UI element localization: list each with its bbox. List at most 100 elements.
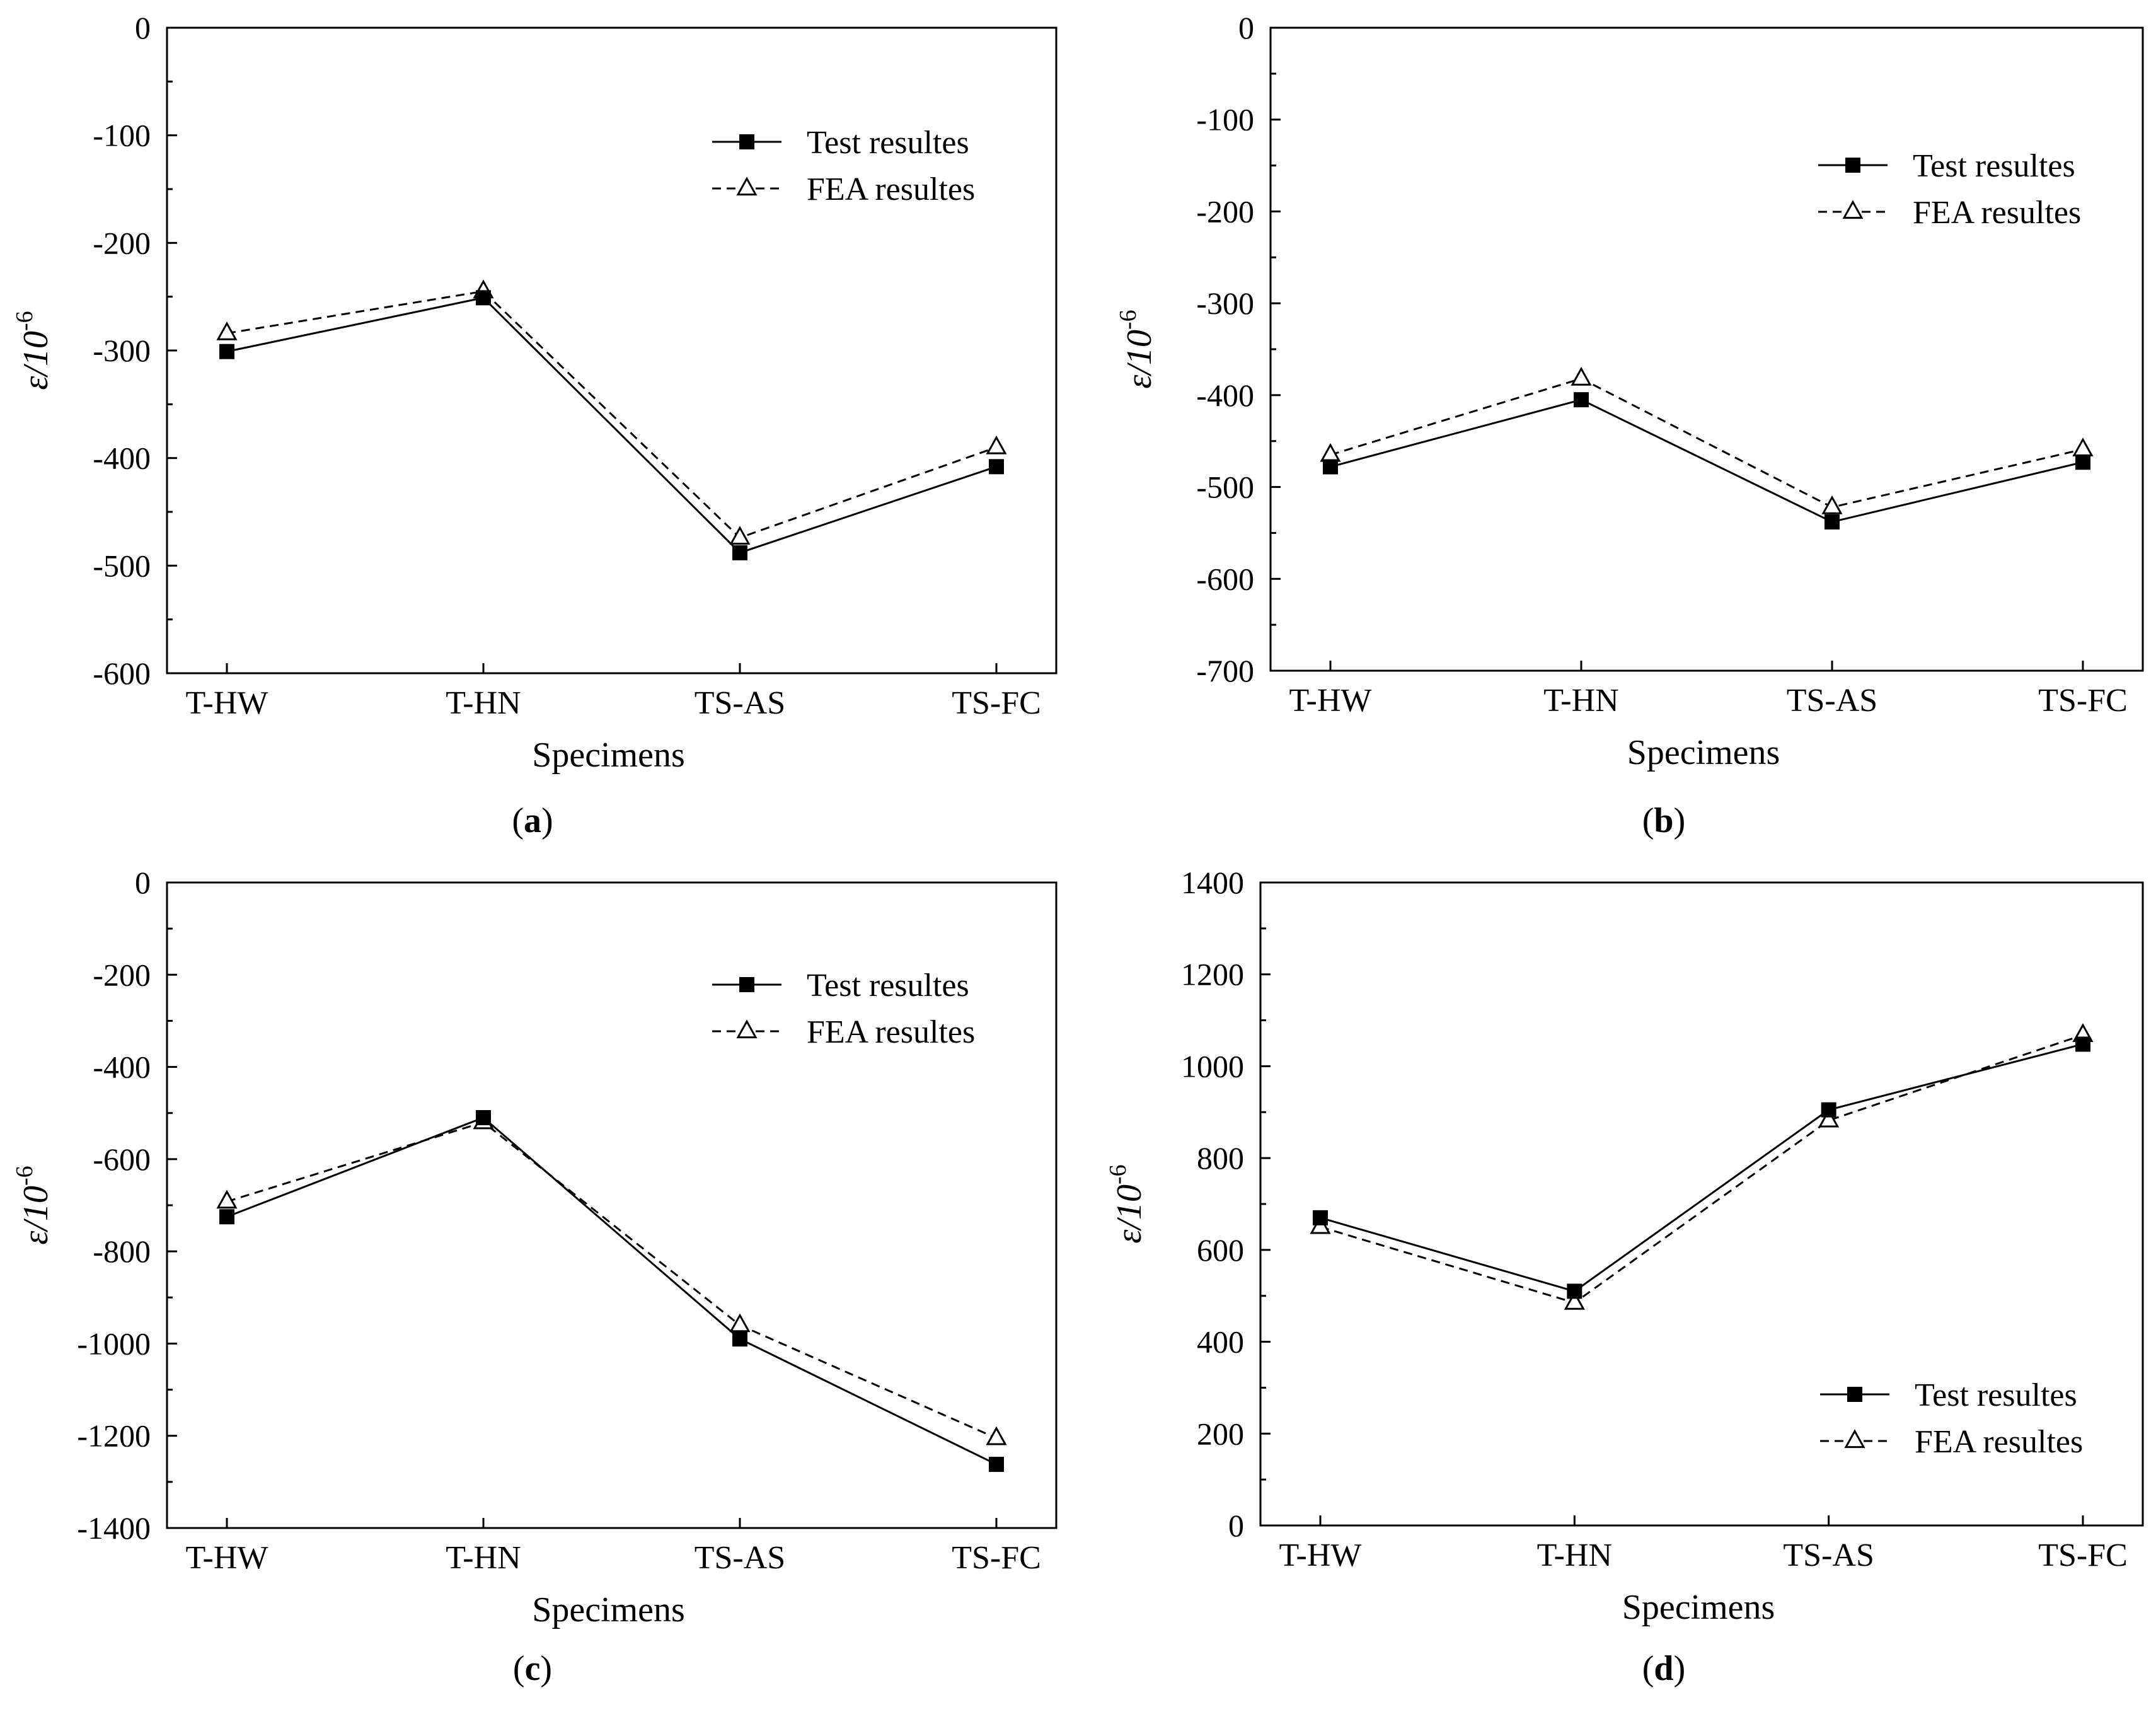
y-tick-label: -1200 xyxy=(77,1418,151,1454)
fea-point xyxy=(216,1189,238,1209)
legend-marker-test xyxy=(1847,1387,1862,1402)
caption-open-paren: ( xyxy=(513,1649,525,1688)
y-tick-label: -500 xyxy=(1196,470,1254,505)
y-axis-title-main: ε/10 xyxy=(16,1186,55,1245)
panel-caption: (d) xyxy=(1642,1649,1685,1688)
y-tick-label: 0 xyxy=(135,10,151,45)
test-point xyxy=(1313,1210,1328,1225)
test-point xyxy=(476,1110,491,1126)
y-tick-label: -100 xyxy=(1196,102,1254,137)
x-tick-label: T-HW xyxy=(1279,1537,1362,1573)
caption-letter: a xyxy=(524,801,541,840)
test-point xyxy=(1567,1283,1582,1299)
panel-d: 0 200 400 600 800 1000 1200 1400 T-HW T-HN TS-AS TS… xyxy=(1105,865,2144,1688)
y-axis-title-exponent: -6 xyxy=(11,1166,38,1186)
legend-label: FEA resultes xyxy=(807,171,975,207)
y-axis-title: ε/10-6 xyxy=(11,1166,55,1244)
y-axis-title-text: ε/10-6 xyxy=(11,311,55,390)
x-tick-label: TS-FC xyxy=(952,685,1041,721)
y-tick-label: 0 xyxy=(1228,1508,1244,1543)
test-point xyxy=(2075,454,2090,470)
x-tick-label: TS-FC xyxy=(2038,1537,2128,1573)
x-tick-label: T-HN xyxy=(1543,683,1618,719)
y-tick-label: 600 xyxy=(1197,1232,1244,1268)
y-tick-label: 800 xyxy=(1197,1140,1244,1176)
y-axis-title-exponent: -6 xyxy=(1105,1164,1131,1184)
test-point xyxy=(989,1457,1004,1473)
y-tick-label: -600 xyxy=(93,656,151,691)
legend-label: Test resultes xyxy=(807,968,969,1004)
y-tick-label: -500 xyxy=(93,548,151,583)
test-series-line xyxy=(1320,1043,2084,1293)
y-tick-label: -400 xyxy=(93,1050,151,1085)
fea-point xyxy=(1818,1108,1840,1128)
test-point xyxy=(1825,514,1840,530)
caption-open-paren: ( xyxy=(1642,801,1654,840)
y-tick-label: -100 xyxy=(93,118,151,153)
y-tick-label: -800 xyxy=(93,1234,151,1269)
fea-point xyxy=(1571,366,1592,386)
y-tick-label: -1000 xyxy=(77,1326,151,1361)
fea-series-line xyxy=(226,1121,997,1439)
y-tick-label: 0 xyxy=(135,865,151,900)
test-point xyxy=(732,545,747,560)
y-axis-title: ε/10-6 xyxy=(11,311,55,390)
legend: Test resultes FEA resultes xyxy=(1818,148,2081,231)
caption-letter: d xyxy=(1654,1649,1673,1688)
legend-marker-fea xyxy=(1842,200,1864,219)
legend-label: Test resultes xyxy=(807,125,969,161)
fea-point xyxy=(986,1426,1007,1445)
test-point xyxy=(732,1331,747,1347)
panel-b: 0 -100 -200 -300 -400 -500 -600 -700 T-HW T-HN TS-… xyxy=(1115,10,2144,840)
legend-marker-fea xyxy=(736,1019,758,1039)
fea-series-line xyxy=(226,290,997,539)
caption-close-paren: ) xyxy=(540,1649,552,1688)
test-point xyxy=(2075,1036,2090,1052)
legend-label: Test resultes xyxy=(1915,1377,2077,1413)
y-tick-label: -400 xyxy=(1196,378,1254,413)
fea-series-line xyxy=(1320,1034,2084,1304)
y-axis-title-exponent: -6 xyxy=(11,311,38,331)
y-axis-title-text: ε/10-6 xyxy=(1115,310,1159,388)
legend-label: FEA resultes xyxy=(1915,1424,2083,1460)
test-series-line xyxy=(226,1116,997,1466)
test-series-line xyxy=(226,296,997,554)
x-tick-label: T-HN xyxy=(446,685,521,721)
y-axis-title-main: ε/10 xyxy=(1120,330,1159,389)
y-tick-label: -200 xyxy=(93,225,151,260)
y-axis-title-main: ε/10 xyxy=(16,331,55,390)
x-tick-label: TS-FC xyxy=(2038,683,2128,719)
test-point xyxy=(219,344,234,359)
fea-point xyxy=(1821,495,1843,514)
x-tick-label: TS-AS xyxy=(1787,683,1877,719)
fea-point xyxy=(729,526,751,545)
test-point xyxy=(219,1209,234,1225)
y-axis-title-text: ε/10-6 xyxy=(1105,1164,1149,1243)
test-point xyxy=(476,290,491,306)
legend-label: Test resultes xyxy=(1913,148,2075,184)
y-tick-label: 200 xyxy=(1197,1416,1244,1451)
x-axis-title: Specimens xyxy=(1627,733,1780,772)
legend-marker-fea xyxy=(1844,1429,1865,1449)
x-tick-label: TS-AS xyxy=(695,1540,785,1576)
panel-a: 0 -100 -200 -300 -400 -500 -600 T-HW T-HN TS-AS TS… xyxy=(11,10,1058,840)
legend-label: FEA resultes xyxy=(807,1014,975,1050)
y-axis-title: ε/10-6 xyxy=(1115,310,1159,388)
test-series-line xyxy=(1330,398,2084,523)
caption-close-paren: ) xyxy=(1674,1649,1686,1688)
y-tick-label: 1000 xyxy=(1181,1048,1244,1084)
y-axis-title-main: ε/10 xyxy=(1110,1184,1149,1244)
x-axis-title: Specimens xyxy=(1622,1588,1775,1627)
test-point xyxy=(1323,459,1338,475)
test-point xyxy=(1574,392,1589,408)
y-tick-label: 0 xyxy=(1238,10,1254,45)
y-tick-label: -300 xyxy=(1196,286,1254,321)
legend-marker-fea xyxy=(736,177,758,196)
fea-point xyxy=(216,321,238,340)
y-tick-label: 1200 xyxy=(1181,957,1244,992)
fea-point xyxy=(729,1313,751,1333)
test-point xyxy=(989,459,1004,475)
y-tick-label: 400 xyxy=(1197,1324,1244,1360)
caption-close-paren: ) xyxy=(1674,801,1686,840)
y-tick-label: -1400 xyxy=(77,1510,151,1546)
